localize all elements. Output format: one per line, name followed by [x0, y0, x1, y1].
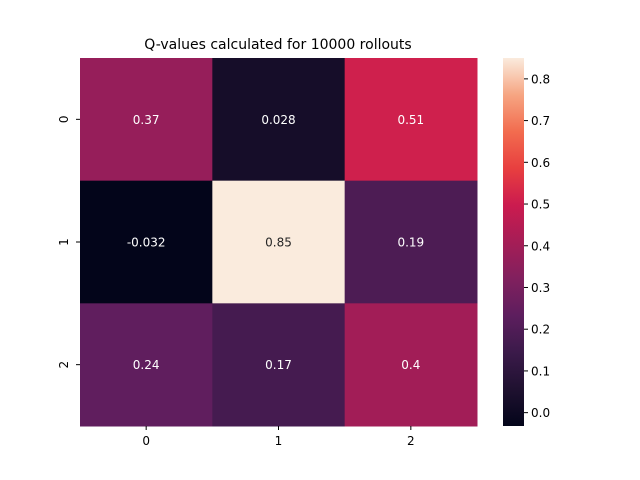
colorbar-tick-label: 0.5: [531, 198, 550, 212]
colorbar-tick-label: 0.4: [531, 239, 550, 253]
cell-annotation-0-0: 0.37: [133, 113, 160, 127]
heatmap-cell-1-0: [80, 180, 213, 304]
cell-annotation-1-2: 0.19: [397, 236, 424, 250]
heatmap-cell-1-1: [212, 180, 346, 304]
y-tick-label: 1: [57, 238, 71, 246]
heatmap-cell-1-2: [344, 180, 478, 304]
cell-annotation-1-0: -0.032: [127, 236, 166, 250]
x-tick-label: 1: [275, 434, 283, 448]
cell-annotation-0-1: 0.028: [261, 113, 295, 127]
colorbar-tick-label: 0.0: [531, 406, 550, 420]
colorbar-tick-label: 0.1: [531, 364, 550, 378]
heatmap-cell-2-1: [212, 303, 346, 427]
heatmap-cell-0-0: [80, 58, 213, 182]
colorbar-tick-label: 0.2: [531, 323, 550, 337]
colorbar: [503, 58, 524, 426]
cell-annotation-1-1: 0.85: [265, 236, 292, 250]
heatmap-cell-0-2: [344, 58, 478, 182]
x-tick-label: 2: [407, 434, 415, 448]
heatmap-cell-2-0: [80, 303, 213, 427]
cell-annotation-2-0: 0.24: [133, 358, 160, 372]
x-tick-label: 0: [142, 434, 150, 448]
colorbar-tick-label: 0.6: [531, 156, 550, 170]
colorbar-tick-label: 0.7: [531, 114, 550, 128]
cell-annotation-2-1: 0.17: [265, 358, 292, 372]
y-tick-label: 0: [57, 116, 71, 124]
y-tick-label: 2: [57, 361, 71, 369]
heatmap-cell-0-1: [212, 58, 346, 182]
cell-annotation-0-2: 0.51: [397, 113, 424, 127]
colorbar-tick-label: 0.3: [531, 281, 550, 295]
cell-annotation-2-2: 0.4: [401, 358, 420, 372]
chart-title: Q-values calculated for 10000 rollouts: [144, 37, 411, 53]
colorbar-tick-label: 0.8: [531, 72, 550, 86]
heatmap-cell-2-2: [344, 303, 478, 427]
